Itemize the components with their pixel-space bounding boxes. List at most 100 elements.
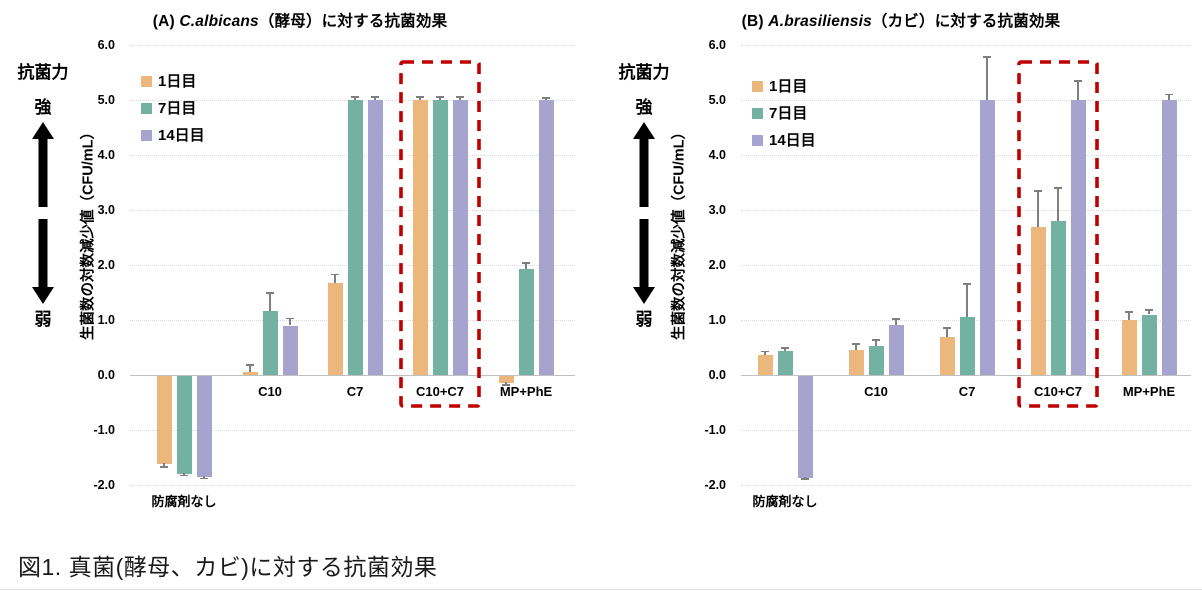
legend-item-day14: 14日目 [141,126,205,145]
error-bar-cap [331,273,339,276]
y-gridline [741,430,1191,431]
y-tick-label: -2.0 [93,478,115,492]
error-bar-cap [542,97,550,99]
strength-double-arrow-icon [633,122,655,304]
figure-caption: 図1. 真菌(酵母、カビ)に対する抗菌効果 [18,554,438,580]
bar-7日目-C10+C7 [432,100,448,375]
bar-7日目-C7 [347,100,363,375]
y-tick-label: 5.0 [708,93,726,107]
bar-7日目-MP+PhE [518,269,534,375]
y-gridline [130,45,575,46]
chart-b-title-prefix: (B) [741,13,769,30]
error-bar-cap [761,350,769,353]
strength-strong-label: 強 [635,98,653,117]
y-tick-label: 5.0 [97,93,115,107]
error-bar-cap [1165,93,1173,96]
x-axis-line [741,375,1191,376]
error-bar [269,293,271,312]
error-bar [1128,311,1130,320]
y-tick-label: 3.0 [708,203,726,217]
error-bar [334,274,336,283]
y-gridline [741,100,1191,101]
y-gridline [741,155,1191,156]
error-bar [183,472,185,476]
bar-14日目-MP+PhE [1161,100,1177,375]
y-tick-label: 4.0 [708,148,726,162]
legend-label-day14: 14日目 [158,127,205,144]
error-bar-cap [371,96,379,99]
error-bar [764,351,766,355]
error-bar-cap [522,262,530,264]
chart-b-title: (B) A.brasiliensis（カビ）に対する抗菌効果 [631,9,1171,31]
strength-double-arrow-icon [32,122,54,304]
y-tick-label: -1.0 [93,423,115,437]
error-bar-cap [436,96,444,99]
strength-weak-label: 弱 [34,310,52,329]
y-tick-label: 2.0 [97,258,115,272]
strength-axis-title: 抗菌力 [618,63,670,82]
legend-label-day7: 7日目 [769,105,808,122]
category-label: 防腐剤なし [151,494,217,509]
error-bar-cap [872,339,880,341]
error-bar-cap [351,96,359,99]
error-bar [249,365,251,373]
y-tick-label: 6.0 [97,38,115,52]
error-bar [374,97,376,100]
bar-1日目-C10+C7 [412,100,428,375]
error-bar [1077,80,1079,100]
bar-1日目-C10+C7 [1030,226,1046,375]
category-label: C7 [346,384,364,399]
error-bar-cap [781,347,789,349]
legend-swatch-day7 [141,103,152,114]
error-bar [966,284,968,318]
chart-b-legend: 1日目 7日目 14日目 [752,77,816,150]
error-bar-cap [1145,309,1153,311]
chart-a-title: (A) C.albicans（酵母）に対する抗菌効果 [30,9,570,31]
error-bar [784,348,786,352]
chart-b-y-axis-title: 生菌数の対数減少値（CFU/mL） [671,124,688,341]
error-bar-cap [943,327,951,330]
y-gridline [130,485,575,486]
y-gridline [130,430,575,431]
error-bar-cap [1074,79,1082,82]
legend-swatch-day14 [141,130,152,141]
error-bar-cap [200,477,208,480]
bar-14日目-防腐剤なし [797,376,813,478]
error-bar [1148,310,1150,315]
bar-1日目-C7 [327,282,343,375]
bar-1日目-C10 [242,372,258,375]
chart-a-title-species: C.albicans [179,13,259,30]
error-bar-cap [892,318,900,320]
error-bar [505,382,507,385]
y-tick-label: 2.0 [708,258,726,272]
chart-a-title-prefix: (A) [152,13,180,30]
error-bar-cap [502,384,510,386]
bar-14日目-防腐剤なし [196,376,212,477]
bar-7日目-C7 [959,317,975,375]
legend-label-day1: 1日目 [769,78,808,95]
bar-14日目-C10 [888,324,904,375]
error-bar [855,344,857,351]
chart-b-title-suffix: （カビ）に対する抗菌効果 [871,13,1061,30]
legend-item-day1: 1日目 [141,72,205,91]
bar-14日目-C7 [979,100,995,375]
y-tick-label: 4.0 [97,148,115,162]
error-bar-cap [456,96,464,99]
error-bar [895,318,897,325]
y-gridline [741,485,1191,486]
legend-swatch-day7 [752,108,763,119]
bar-1日目-MP+PhE [1121,320,1137,375]
chart-b: (B) A.brasiliensis（カビ）に対する抗菌効果 抗菌力 強 弱 生… [601,0,1202,540]
category-label: MP+PhE [1122,384,1176,399]
legend-swatch-day1 [752,81,763,92]
error-bar-cap [983,56,991,58]
error-bar [525,262,527,270]
legend-swatch-day14 [752,135,763,146]
strength-weak-label: 弱 [635,310,653,329]
y-tick-label: -1.0 [704,423,726,437]
legend-item-day14: 14日目 [752,131,816,150]
error-bar [875,339,877,346]
bar-1日目-C10 [848,350,864,375]
y-gridline [741,45,1191,46]
